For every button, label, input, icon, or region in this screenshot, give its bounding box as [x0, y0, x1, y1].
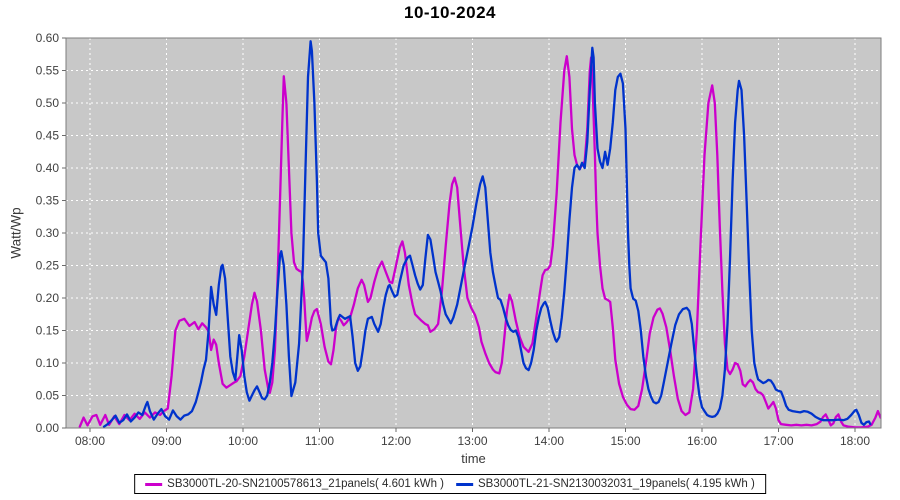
y-tick-label: 0.10	[36, 356, 60, 370]
chart-title: 10-10-2024	[404, 3, 496, 22]
x-tick-label: 16:00	[687, 434, 717, 448]
legend-item: SB3000TL-21-SN2130032031_19panels( 4.195…	[456, 478, 755, 490]
x-tick-label: 10:00	[228, 434, 258, 448]
y-tick-label: 0.40	[36, 161, 60, 175]
x-tick-label: 18:00	[840, 434, 870, 448]
x-tick-label: 14:00	[534, 434, 564, 448]
y-tick-label: 0.45	[36, 129, 60, 143]
legend-label: SB3000TL-21-SN2130032031_19panels( 4.195…	[478, 478, 755, 490]
y-tick-label: 0.05	[36, 389, 60, 403]
y-tick-label: 0.00	[36, 421, 60, 435]
legend-item: SB3000TL-20-SN2100578613_21panels( 4.601…	[145, 478, 444, 490]
x-axis-label: time	[461, 451, 486, 466]
y-tick-label: 0.25	[36, 259, 60, 273]
x-tick-label: 12:00	[381, 434, 411, 448]
y-tick-label: 0.60	[36, 31, 60, 45]
series-line-blue	[102, 40, 872, 428]
plot-background	[66, 38, 881, 428]
y-tick-label: 0.55	[36, 64, 60, 78]
series-line-magenta	[78, 55, 881, 428]
legend-line-marker	[145, 482, 163, 486]
x-tick-label: 17:00	[763, 434, 793, 448]
legend-box: SB3000TL-20-SN2100578613_21panels( 4.601…	[134, 474, 766, 494]
y-tick-label: 0.15	[36, 324, 60, 338]
x-tick-label: 08:00	[75, 434, 105, 448]
y-tick-label: 0.30	[36, 226, 60, 240]
x-tick-label: 13:00	[457, 434, 487, 448]
y-tick-label: 0.20	[36, 291, 60, 305]
y-tick-label: 0.35	[36, 194, 60, 208]
legend-label: SB3000TL-20-SN2100578613_21panels( 4.601…	[167, 478, 444, 490]
x-tick-label: 11:00	[305, 434, 334, 448]
x-tick-label: 15:00	[610, 434, 640, 448]
legend-line-marker	[456, 482, 473, 486]
y-tick-label: 0.50	[36, 96, 60, 110]
x-tick-label: 09:00	[151, 434, 181, 448]
